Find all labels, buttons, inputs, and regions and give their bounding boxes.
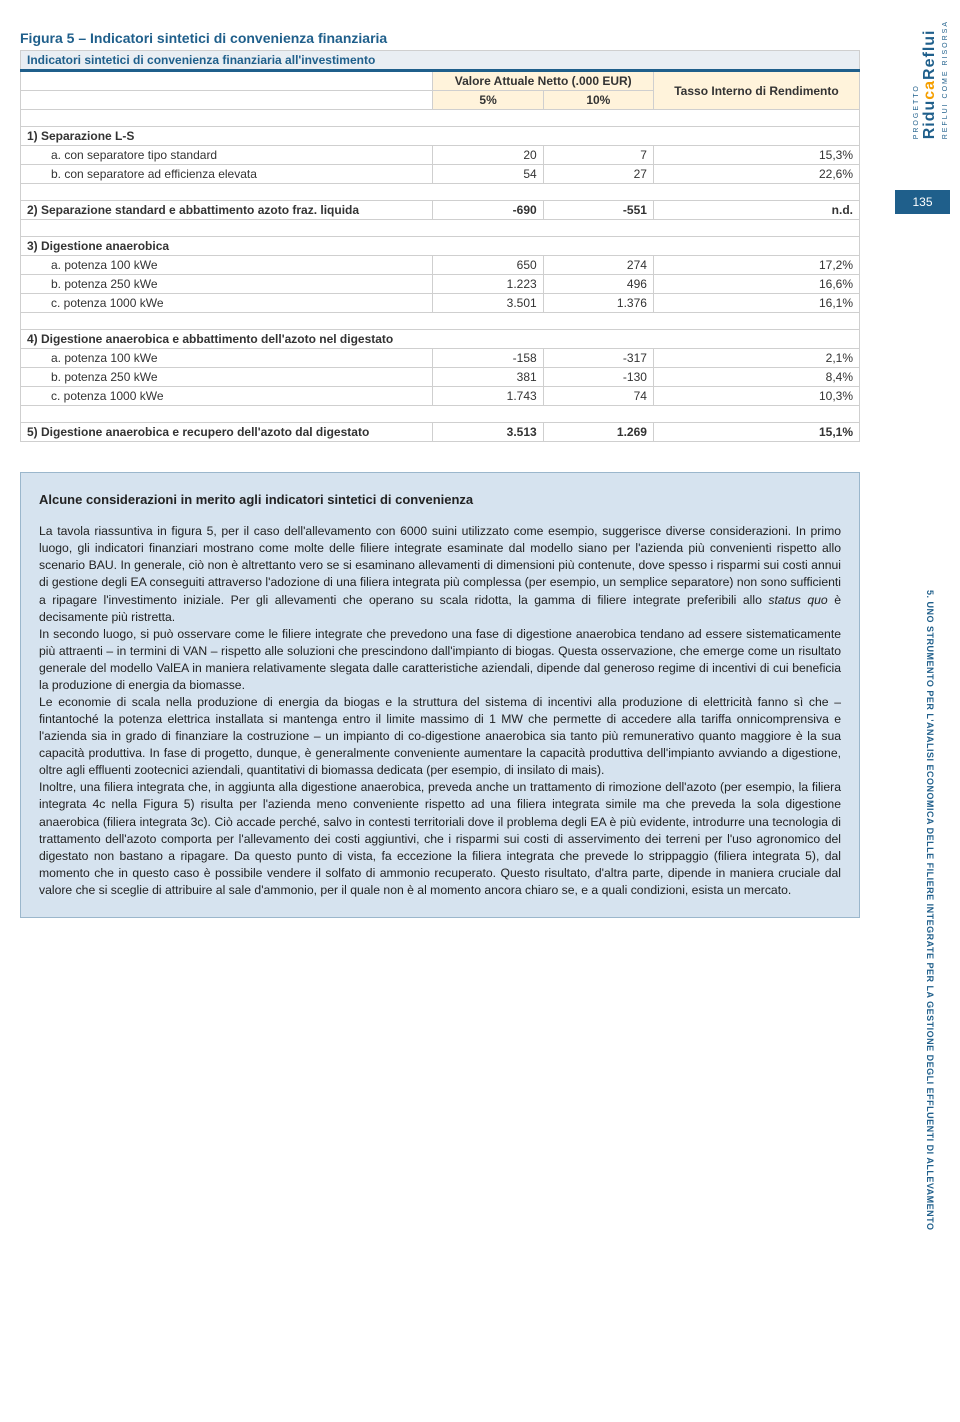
info-box-body: La tavola riassuntiva in figura 5, per i… (39, 523, 841, 899)
figure-title: Figura 5 – Indicatori sintetici di conve… (20, 30, 860, 46)
section-label: 5. UNO STRUMENTO PER L'ANALISI ECONOMICA… (925, 590, 935, 1290)
brand-progetto: PROGETTO (913, 84, 920, 139)
page-number: 135 (895, 190, 950, 214)
col-group-tir: Tasso Interno di Rendimento (653, 71, 859, 110)
table-row: c. potenza 1000 kWe 3.501 1.376 16,1% (21, 294, 860, 313)
side-rail: PROGETTO RiducaReflui REFLUI COME RISORS… (880, 0, 960, 948)
table-row: c. potenza 1000 kWe 1.743 74 10,3% (21, 387, 860, 406)
col-group-van: Valore Attuale Netto (.000 EUR) (433, 71, 654, 91)
info-box-title: Alcune considerazioni in merito agli ind… (39, 491, 841, 509)
table-row: b. con separatore ad efficienza elevata … (21, 165, 860, 184)
indicators-table: Indicatori sintetici di convenienza fina… (20, 50, 860, 442)
table-row: a. potenza 100 kWe 650 274 17,2% (21, 256, 860, 275)
table-row: b. potenza 250 kWe 1.223 496 16,6% (21, 275, 860, 294)
brand-name: RiducaReflui (921, 20, 939, 139)
section-1-title: 1) Separazione L-S (21, 127, 860, 146)
table-row: 5) Digestione anaerobica e recupero dell… (21, 423, 860, 442)
col-10pct: 10% (543, 91, 653, 110)
table-row: 2) Separazione standard e abbattimento a… (21, 201, 860, 220)
table-row: a. potenza 100 kWe -158 -317 2,1% (21, 349, 860, 368)
col-5pct: 5% (433, 91, 543, 110)
brand-tagline: REFLUI COME RISORSA (942, 20, 949, 139)
table-row: a. con separatore tipo standard 20 7 15,… (21, 146, 860, 165)
section-5-title: 5) Digestione anaerobica e recupero dell… (21, 423, 433, 442)
table-row: b. potenza 250 kWe 381 -130 8,4% (21, 368, 860, 387)
section-4-title: 4) Digestione anaerobica e abbattimento … (21, 330, 860, 349)
info-box: Alcune considerazioni in merito agli ind… (20, 472, 860, 918)
section-3-title: 3) Digestione anaerobica (21, 237, 860, 256)
section-2-title: 2) Separazione standard e abbattimento a… (21, 201, 433, 220)
brand-logo: PROGETTO RiducaReflui REFLUI COME RISORS… (910, 20, 950, 139)
table-subtitle: Indicatori sintetici di convenienza fina… (21, 51, 860, 71)
